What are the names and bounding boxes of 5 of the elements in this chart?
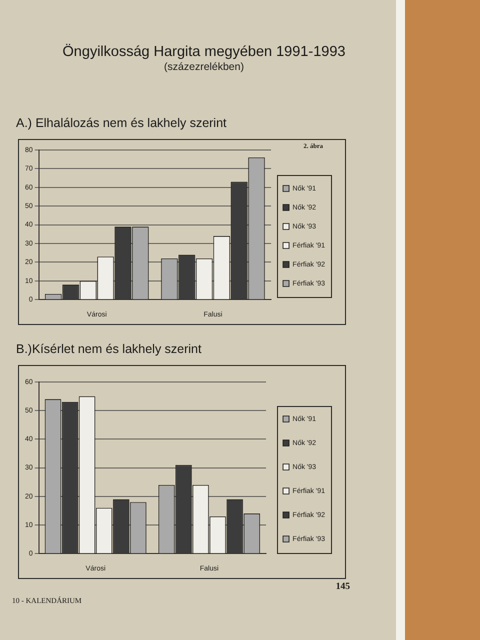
text: Öngyilkosság Hargita megyében 1991-1993 (62, 44, 346, 61)
chart-title: A.) Elhalálozás nem és lakhely szerint (15, 116, 228, 131)
chart-title: B.)Kísérlet nem és lakhely szerint (15, 342, 202, 357)
text: (százezrelékben) (163, 61, 245, 74)
text: 145 (334, 581, 351, 593)
